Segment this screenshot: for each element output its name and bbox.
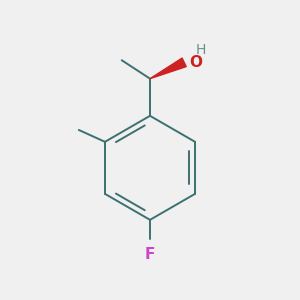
Text: H: H xyxy=(196,43,206,57)
Polygon shape xyxy=(150,58,186,79)
Text: F: F xyxy=(145,248,155,262)
Text: O: O xyxy=(189,56,202,70)
